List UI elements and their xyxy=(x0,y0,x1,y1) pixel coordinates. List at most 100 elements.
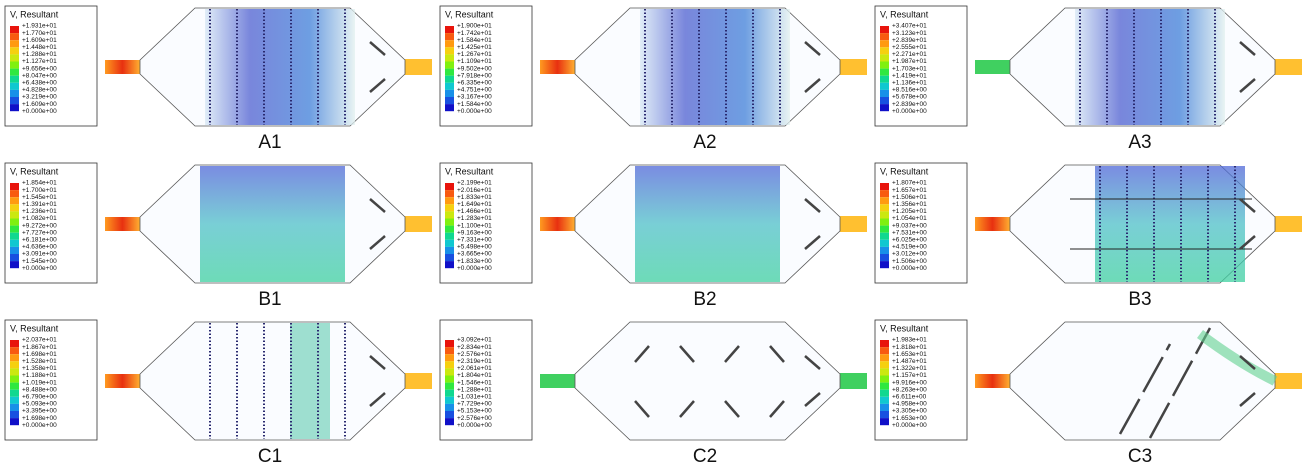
page: V, Resultant+1.931e+01+1.770e+01+1.609e+… xyxy=(0,0,1305,471)
legend-title: V, Resultant xyxy=(880,9,929,19)
legend-tick: +1.698e+01 xyxy=(22,351,57,358)
legend-tick: +5.678e+00 xyxy=(892,94,927,101)
legend-tick: +1.807e+01 xyxy=(892,180,927,187)
legend-band xyxy=(445,211,454,218)
panel: V, Resultant+2.037e+01+1.867e+01+1.698e+… xyxy=(5,320,432,467)
legend-band xyxy=(880,219,889,226)
legend-tick: +3.407e+01 xyxy=(892,23,927,30)
legend-tick: +1.657e+01 xyxy=(892,187,927,194)
legend-tick: +2.016e+01 xyxy=(457,187,492,194)
legend-tick: +1.770e+01 xyxy=(22,30,57,37)
legend-band xyxy=(445,90,454,97)
panel: V, Resultant+3.407e+01+3.123e+01+2.839e+… xyxy=(875,6,1302,153)
legend-band xyxy=(10,418,19,425)
legend-tick: +6.790e+00 xyxy=(22,394,57,401)
legend-tick: +0.000e+00 xyxy=(892,108,927,115)
legend-tick: +3.305e+00 xyxy=(892,408,927,415)
legend-tick: +1.545e+01 xyxy=(22,194,57,201)
legend-band xyxy=(880,47,889,54)
legend-band xyxy=(10,261,19,268)
legend-tick: +8.516e+00 xyxy=(892,87,927,94)
legend-band xyxy=(10,97,19,104)
legend-tick: +2.555e+01 xyxy=(892,44,927,51)
legend-tick: +7.729e+00 xyxy=(457,401,492,408)
legend-band xyxy=(10,47,19,54)
legend-tick: +1.188e+01 xyxy=(22,372,57,379)
legend-tick: +1.322e+01 xyxy=(892,365,927,372)
inlet-pipe xyxy=(975,217,1010,231)
legend-tick: +3.091e+00 xyxy=(22,251,57,258)
inlet-pipe xyxy=(540,374,575,388)
chamber xyxy=(140,322,405,440)
legend-tick: +3.092e+01 xyxy=(457,337,492,344)
legend-tick: +2.271e+01 xyxy=(892,51,927,58)
legend-tick: +2.576e+01 xyxy=(457,351,492,358)
legend-tick: +9.037e+00 xyxy=(892,222,927,229)
legend-tick: +6.438e+00 xyxy=(22,80,57,87)
flow-field xyxy=(290,323,330,439)
legend-band xyxy=(445,83,454,90)
flow-field xyxy=(635,166,780,282)
legend-tick: +1.288e+01 xyxy=(22,51,57,58)
legend-tick: +7.727e+00 xyxy=(22,229,57,236)
legend-band xyxy=(10,390,19,397)
legend-tick: +1.236e+01 xyxy=(22,208,57,215)
legend-tick: +3.219e+00 xyxy=(22,94,57,101)
panel: V, Resultant+1.854e+01+1.700e+01+1.545e+… xyxy=(5,163,432,310)
flow-field xyxy=(200,166,345,282)
legend-band xyxy=(445,76,454,83)
legend-band xyxy=(880,247,889,254)
outlet-pipe xyxy=(1275,216,1302,232)
legend-band xyxy=(445,104,454,111)
legend-tick: +3.167e+00 xyxy=(457,94,492,101)
legend-tick: +1.703e+01 xyxy=(892,65,927,72)
legend-tick: +1.546e+01 xyxy=(457,379,492,386)
legend-tick: +1.742e+01 xyxy=(457,30,492,37)
legend-band xyxy=(10,383,19,390)
panel-label: B3 xyxy=(1128,289,1151,310)
legend-band xyxy=(10,368,19,375)
legend-title: V, Resultant xyxy=(880,166,929,176)
legend-tick: +1.545e+00 xyxy=(22,258,57,265)
legend-band xyxy=(880,376,889,383)
legend-band xyxy=(10,219,19,226)
legend-band xyxy=(10,204,19,211)
legend-tick: +1.136e+01 xyxy=(892,80,927,87)
legend-band xyxy=(880,411,889,418)
legend-band xyxy=(880,226,889,233)
legend-band xyxy=(445,219,454,226)
legend-title: V, Resultant xyxy=(10,166,59,176)
legend-tick: +1.487e+01 xyxy=(892,358,927,365)
legend-band xyxy=(880,397,889,404)
legend-band xyxy=(880,361,889,368)
legend-tick: +1.700e+01 xyxy=(22,187,57,194)
inlet-pipe xyxy=(105,217,140,231)
legend-band xyxy=(445,33,454,40)
panel-label: B2 xyxy=(693,289,716,310)
legend-band xyxy=(10,190,19,197)
outlet-pipe xyxy=(1275,373,1302,389)
outlet-pipe xyxy=(405,373,432,389)
legend-tick: +9.502e+00 xyxy=(457,65,492,72)
inlet-pipe xyxy=(975,60,1010,74)
legend-tick: +1.804e+01 xyxy=(457,372,492,379)
legend-band xyxy=(880,76,889,83)
legend-tick: +1.425e+01 xyxy=(457,44,492,51)
legend-band xyxy=(10,54,19,61)
flow-field xyxy=(205,9,355,125)
legend-tick: +6.181e+00 xyxy=(22,237,57,244)
legend-tick: +3.395e+00 xyxy=(22,408,57,415)
legend-band xyxy=(880,197,889,204)
legend-tick: +9.656e+00 xyxy=(22,65,57,72)
legend-tick: +5.093e+00 xyxy=(22,401,57,408)
legend-band xyxy=(10,62,19,69)
legend-tick: +8.488e+00 xyxy=(22,386,57,393)
legend-tick: +2.037e+01 xyxy=(22,337,57,344)
legend-tick: +1.653e+00 xyxy=(892,415,927,422)
panel: V, Resultant+2.199e+01+2.016e+01+1.833e+… xyxy=(440,163,867,310)
figure: V, Resultant+1.931e+01+1.770e+01+1.609e+… xyxy=(0,0,1305,471)
legend-band xyxy=(445,40,454,47)
legend-title: V, Resultant xyxy=(10,9,59,19)
legend-tick: +1.653e+01 xyxy=(892,351,927,358)
legend-tick: +1.528e+01 xyxy=(22,358,57,365)
